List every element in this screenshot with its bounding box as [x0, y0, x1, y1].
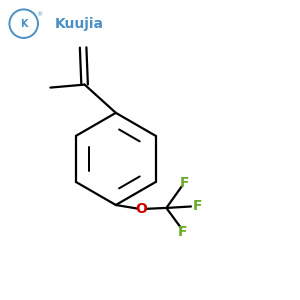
Text: O: O	[135, 202, 147, 216]
Text: Kuujia: Kuujia	[55, 17, 104, 31]
Text: K: K	[20, 19, 27, 29]
Text: F: F	[179, 176, 189, 190]
Text: ®: ®	[36, 12, 42, 17]
Text: F: F	[178, 225, 188, 239]
Text: F: F	[193, 200, 202, 214]
